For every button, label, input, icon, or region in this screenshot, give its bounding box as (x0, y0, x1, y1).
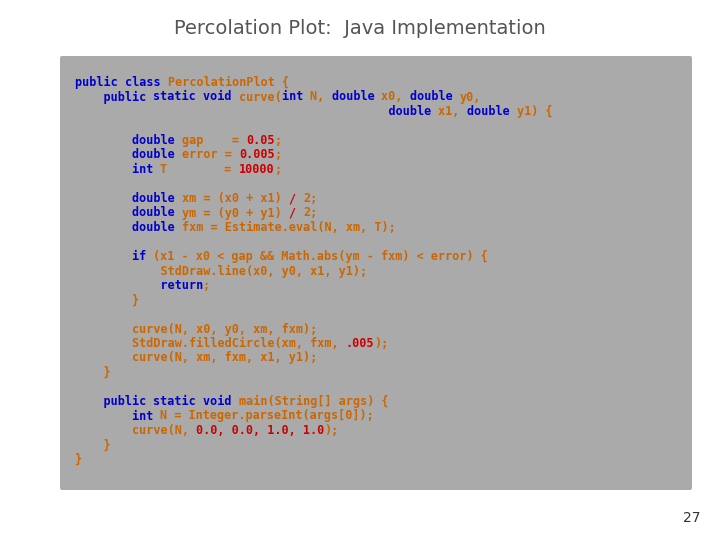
Text: ;: ; (274, 163, 282, 176)
Text: xm = (x0 + x1): xm = (x0 + x1) (182, 192, 289, 205)
FancyBboxPatch shape (60, 56, 692, 490)
Text: public: public (75, 76, 125, 89)
Text: static: static (153, 91, 203, 104)
Text: }: } (75, 294, 139, 307)
Text: int: int (75, 163, 161, 176)
Text: double: double (75, 148, 182, 161)
Text: y1) {: y1) { (517, 105, 552, 118)
Text: curve(N,: curve(N, (75, 424, 196, 437)
Text: double: double (75, 134, 182, 147)
Text: ym = (y0 + y1): ym = (y0 + y1) (182, 206, 289, 219)
Text: .005: .005 (346, 337, 374, 350)
Text: double: double (75, 105, 438, 118)
Text: 2;: 2; (303, 192, 318, 205)
Text: }: } (75, 453, 82, 466)
Text: 27: 27 (683, 511, 700, 525)
Text: int: int (75, 409, 161, 422)
Text: return: return (75, 279, 203, 292)
Text: curve(: curve( (239, 91, 282, 104)
Text: fxm = Estimate.eval(N, xm, T);: fxm = Estimate.eval(N, xm, T); (182, 221, 395, 234)
Text: }: } (75, 438, 111, 451)
Text: double: double (75, 221, 182, 234)
Text: public: public (75, 91, 153, 104)
Text: StdDraw.line(x0, y0, x1, y1);: StdDraw.line(x0, y0, x1, y1); (75, 265, 367, 278)
Text: ;: ; (274, 134, 282, 147)
Text: /: / (289, 192, 303, 205)
Text: StdDraw.filledCircle(xm, fxm,: StdDraw.filledCircle(xm, fxm, (75, 337, 346, 350)
Text: );: ); (325, 424, 338, 437)
Text: void: void (203, 395, 239, 408)
Text: Percolation Plot:  Java Implementation: Percolation Plot: Java Implementation (174, 18, 546, 37)
Text: curve(N, x0, y0, xm, fxm);: curve(N, x0, y0, xm, fxm); (75, 322, 318, 335)
Text: public: public (75, 395, 153, 408)
Text: double: double (410, 91, 460, 104)
Text: double: double (75, 192, 182, 205)
Text: x0,: x0, (382, 91, 410, 104)
Text: PercolationPlot {: PercolationPlot { (168, 76, 289, 89)
Text: /: / (289, 206, 303, 219)
Text: x1,: x1, (438, 105, 467, 118)
Text: ;: ; (274, 148, 282, 161)
Text: main(String[] args) {: main(String[] args) { (239, 395, 389, 408)
Text: );: ); (374, 337, 389, 350)
Text: }: } (75, 366, 111, 379)
Text: N = Integer.parseInt(args[0]);: N = Integer.parseInt(args[0]); (161, 409, 374, 422)
Text: 0.05: 0.05 (246, 134, 274, 147)
Text: void: void (203, 91, 239, 104)
Text: double: double (467, 105, 517, 118)
Text: if: if (75, 250, 153, 263)
Text: int: int (282, 91, 310, 104)
Text: (x1 - x0 < gap && Math.abs(ym - fxm) < error) {: (x1 - x0 < gap && Math.abs(ym - fxm) < e… (153, 250, 488, 263)
Text: 10000: 10000 (239, 163, 274, 176)
Text: 2;: 2; (303, 206, 318, 219)
Text: curve(N, xm, fxm, x1, y1);: curve(N, xm, fxm, x1, y1); (75, 352, 318, 365)
Text: 0.005: 0.005 (239, 148, 274, 161)
Text: T        =: T = (161, 163, 239, 176)
Text: ;: ; (203, 279, 210, 292)
Text: N,: N, (310, 91, 331, 104)
Text: double: double (331, 91, 382, 104)
Text: class: class (125, 76, 168, 89)
Text: y0,: y0, (460, 91, 481, 104)
Text: 0.0, 0.0, 1.0, 1.0: 0.0, 0.0, 1.0, 1.0 (196, 424, 325, 437)
Text: error =: error = (182, 148, 239, 161)
Text: static: static (153, 395, 203, 408)
Text: gap    =: gap = (182, 134, 246, 147)
Text: double: double (75, 206, 182, 219)
